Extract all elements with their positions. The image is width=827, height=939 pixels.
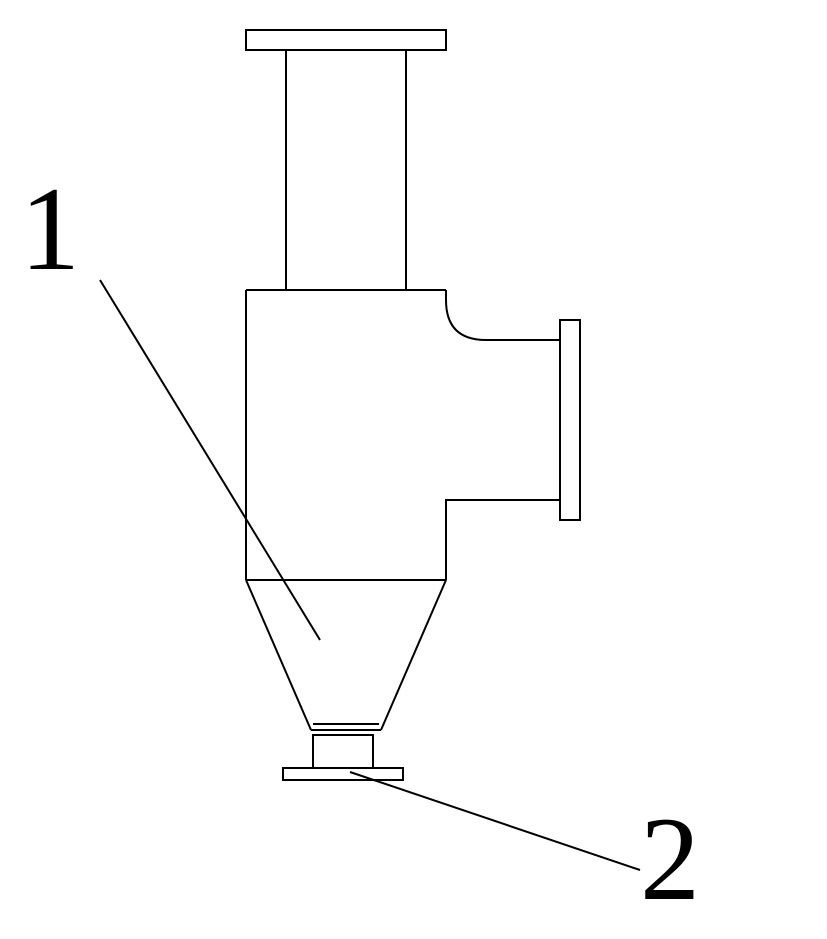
callout-label-1: 1: [20, 160, 80, 298]
label-1-text: 1: [20, 162, 80, 295]
engineering-diagram: [0, 0, 827, 939]
label-2-text: 2: [640, 792, 700, 925]
callout-label-2: 2: [640, 790, 700, 928]
